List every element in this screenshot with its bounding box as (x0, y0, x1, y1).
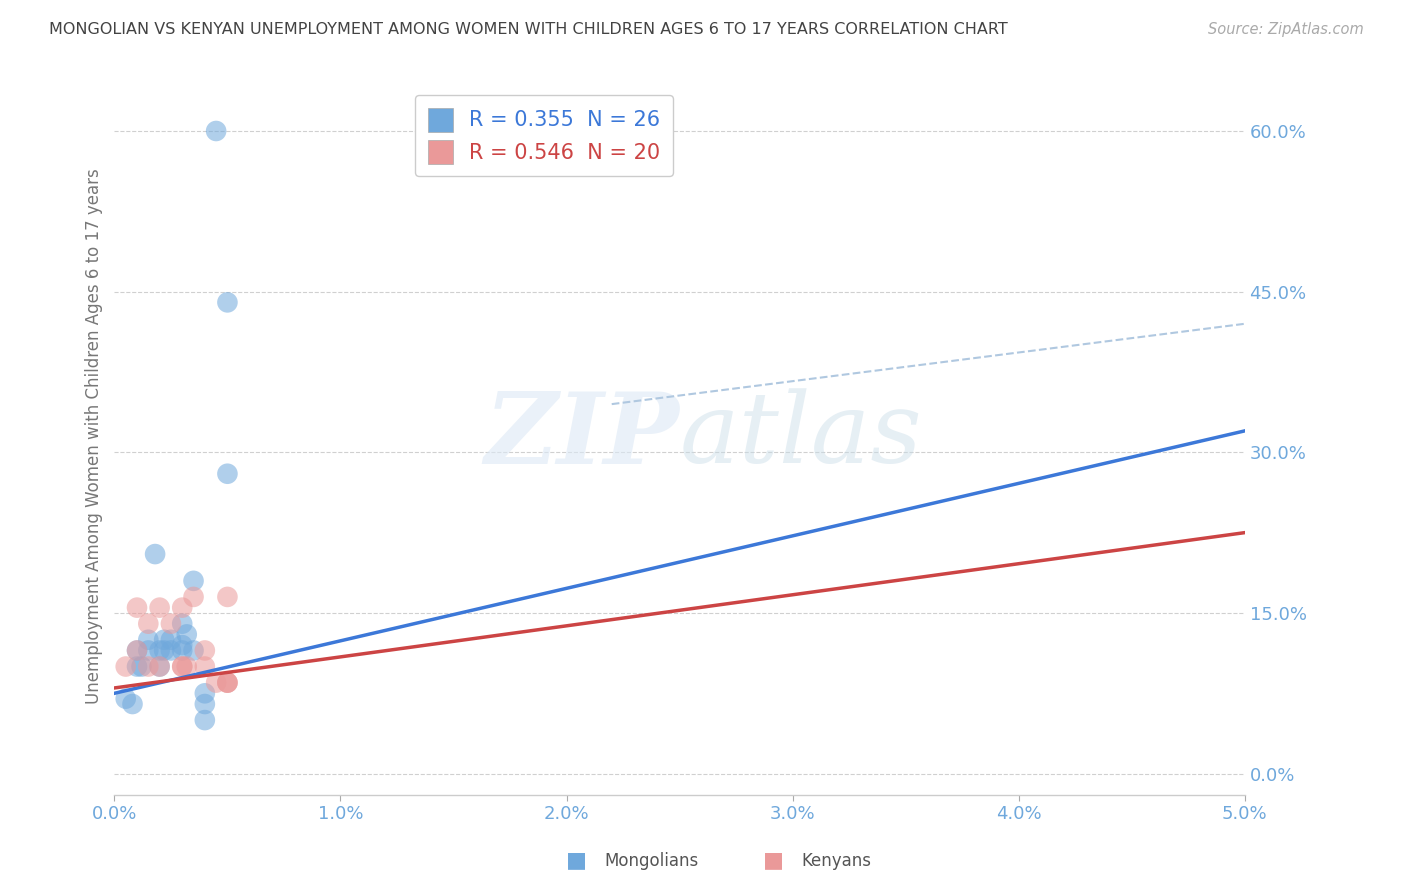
Point (194, 713, 217, 727)
Point (136, 616, 159, 631)
Point (217, 295, 239, 310)
Point (172, 659, 194, 673)
Y-axis label: Unemployment Among Women with Children Ages 6 to 17 years: Unemployment Among Women with Children A… (86, 169, 103, 704)
Point (183, 590, 205, 604)
Point (176, 659, 198, 673)
Point (153, 643, 176, 657)
Point (205, 675, 228, 690)
Point (143, 547, 166, 561)
Point (136, 643, 159, 657)
Point (149, 643, 172, 657)
Point (183, 574, 205, 588)
Point (172, 638, 194, 652)
Point (160, 632, 183, 647)
Point (149, 600, 172, 615)
Point (125, 643, 148, 657)
Point (217, 467, 239, 481)
Point (176, 627, 198, 641)
Text: ■: ■ (567, 850, 586, 870)
Point (153, 632, 176, 647)
Text: ZIP: ZIP (485, 388, 679, 484)
Point (125, 643, 148, 657)
Point (172, 600, 194, 615)
Point (172, 643, 194, 657)
Point (149, 659, 172, 673)
Point (217, 590, 239, 604)
Point (114, 659, 136, 673)
Text: MONGOLIAN VS KENYAN UNEMPLOYMENT AMONG WOMEN WITH CHILDREN AGES 6 TO 17 YEARS CO: MONGOLIAN VS KENYAN UNEMPLOYMENT AMONG W… (49, 22, 1008, 37)
Point (172, 659, 194, 673)
Point (217, 675, 239, 690)
Point (136, 659, 159, 673)
Text: ■: ■ (763, 850, 783, 870)
Point (136, 632, 159, 647)
Point (194, 686, 217, 700)
Point (183, 643, 205, 657)
Point (217, 675, 239, 690)
Point (172, 616, 194, 631)
Point (160, 616, 183, 631)
Point (194, 659, 217, 673)
Point (125, 659, 148, 673)
Point (149, 659, 172, 673)
Point (217, 675, 239, 690)
Point (131, 659, 153, 673)
Text: Mongolians: Mongolians (605, 852, 699, 870)
Point (125, 600, 148, 615)
Point (121, 697, 143, 711)
Point (114, 691, 136, 706)
Point (205, 124, 228, 138)
Point (194, 697, 217, 711)
Point (160, 643, 183, 657)
Point (194, 643, 217, 657)
Text: Kenyans: Kenyans (801, 852, 872, 870)
Text: atlas: atlas (679, 389, 922, 483)
Legend: R = 0.355  N = 26, R = 0.546  N = 20: R = 0.355 N = 26, R = 0.546 N = 20 (415, 95, 673, 177)
Text: Source: ZipAtlas.com: Source: ZipAtlas.com (1208, 22, 1364, 37)
